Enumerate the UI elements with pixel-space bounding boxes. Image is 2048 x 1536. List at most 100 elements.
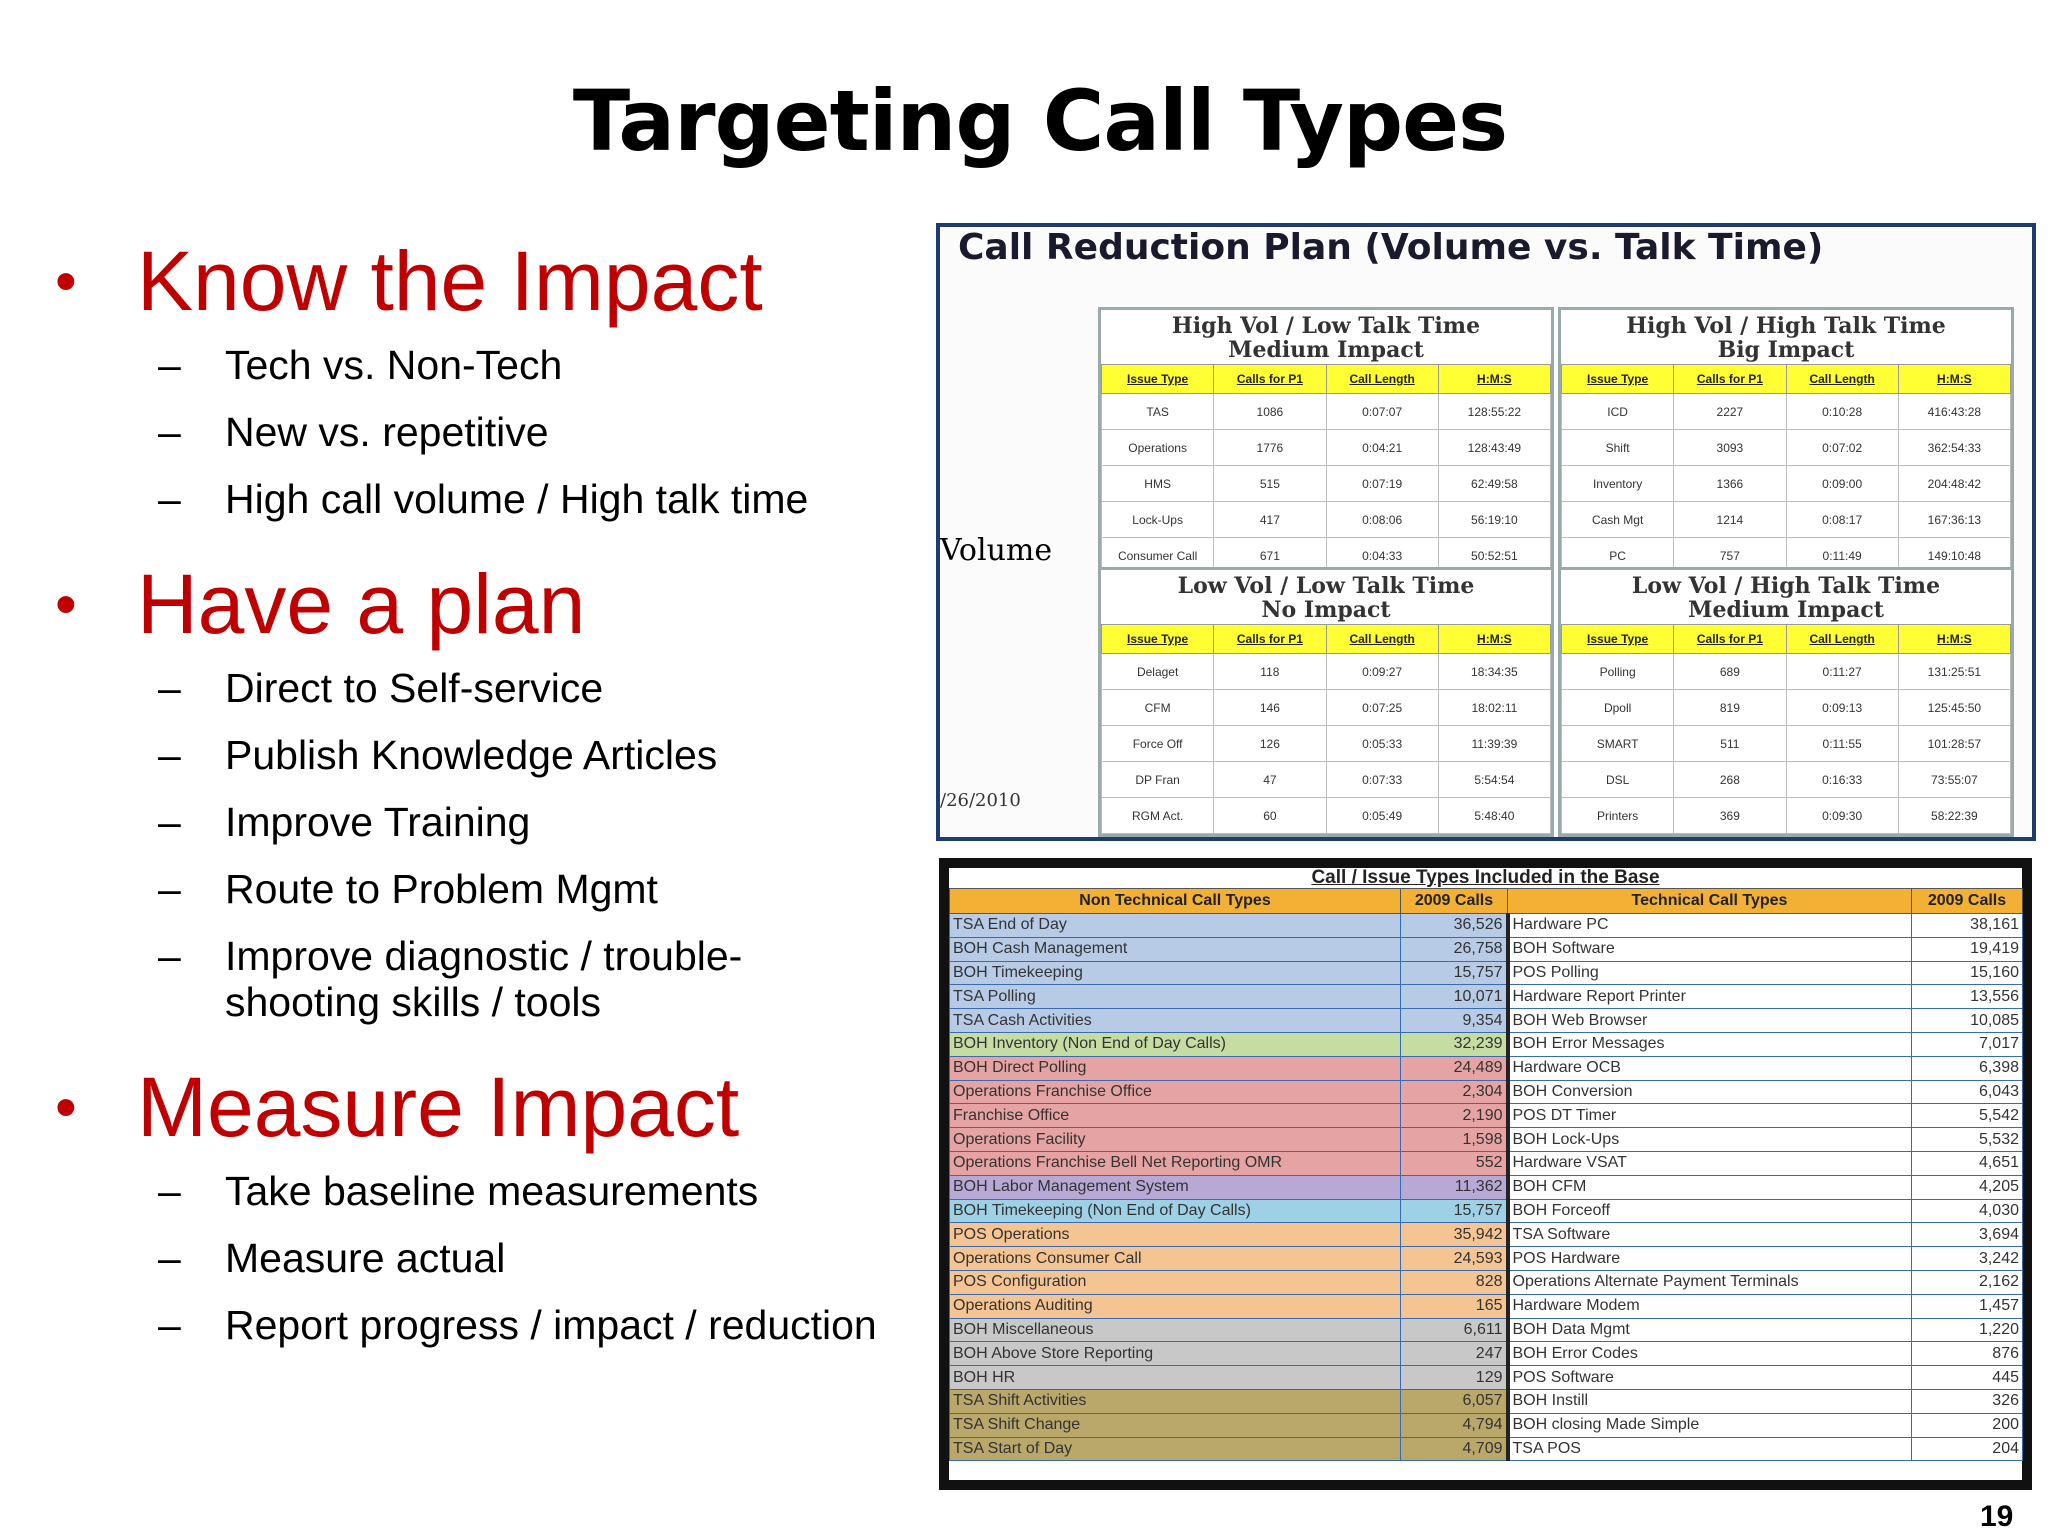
table-cell: 0:07:33 (1325, 761, 1439, 798)
table-row: TSA Shift Change 4,794 BOH closing Made Si… (949, 1412, 2023, 1438)
dash-icon: – (158, 342, 181, 388)
table-row: Printers 369 0:09:30 58:22:39 (1560, 797, 2012, 834)
volume-axis-label: Volume (940, 533, 1053, 568)
dash-icon: – (158, 1168, 181, 1214)
quadrant-subtitle: Big Impact (1717, 337, 1855, 363)
table-cell: TSA Start of Day (949, 1436, 1401, 1462)
table-cell: 6,057 (1400, 1388, 1508, 1414)
table-row: BOH HR 129 POS Software 445 (949, 1365, 2023, 1390)
table-header-row: Non Technical Call Types 2009 Calls Tech… (949, 888, 2023, 914)
table-cell: 118 (1213, 653, 1327, 690)
table-cell: 47 (1213, 761, 1327, 798)
table-row: ICD 2227 0:10:28 416:43:28 (1560, 393, 2012, 430)
table-cell: 247 (1400, 1341, 1508, 1367)
quadrant-subtitle: Medium Impact (1688, 597, 1884, 623)
quadrant-heading: Low Vol / Low Talk Time No Impact (1101, 570, 1551, 624)
table-cell: 0:04:21 (1325, 429, 1439, 466)
table-cell: BOH Timekeeping (Non End of Day Calls) (949, 1198, 1401, 1224)
table-cell: 10,085 (1911, 1008, 2023, 1033)
bullet-item: Publish Knowledge Articles (225, 732, 718, 778)
quadrant-table: Issue Type Calls for P1 Call Length H:M:S Po… (1560, 624, 2012, 834)
table-cell: 369 (1673, 797, 1787, 834)
issue-types-image: Call / Issue Types Included in the Base … (939, 858, 2032, 1490)
quadrant-title: Low Vol / Low Talk Time (1177, 573, 1475, 599)
table-row: TSA Start of Day 4,709 TSA POS 204 (949, 1436, 2023, 1462)
dash-icon: – (158, 1235, 181, 1281)
table-cell: 511 (1673, 725, 1787, 762)
table-cell: BOH HR (949, 1365, 1401, 1390)
table-cell: 15,160 (1911, 960, 2023, 986)
table-row: BOH Timekeeping 15,757 POS Polling 15,160 (949, 960, 2023, 986)
table-cell: Delaget (1100, 653, 1215, 690)
table-cell: 4,794 (1400, 1412, 1508, 1438)
table-cell: 165 (1400, 1293, 1508, 1319)
table-cell: Inventory (1560, 465, 1675, 502)
table-cell: Cash Mgt (1560, 501, 1675, 538)
table-cell: POS Configuration (949, 1269, 1401, 1295)
table-cell: 0:16:33 (1785, 761, 1899, 798)
table-cell: Operations Franchise Bell Net Reporting … (949, 1150, 1401, 1176)
table-cell: 5:48:40 (1437, 797, 1552, 834)
table-cell: 204 (1911, 1436, 2023, 1462)
table-cell: 4,709 (1400, 1436, 1508, 1462)
table-cell: 7,017 (1911, 1031, 2023, 1057)
table-cell: 828 (1400, 1269, 1508, 1295)
bullet-item: Improve diagnostic / trouble-shooting sk… (225, 933, 743, 1025)
table-cell: 0:10:28 (1785, 393, 1899, 430)
table-cell: 5:54:54 (1437, 761, 1552, 798)
quadrant-high-vol-high-talk: High Vol / High Talk Time Big Impact Issue… (1558, 307, 2014, 577)
table-cell: Hardware VSAT (1505, 1150, 1912, 1176)
table-cell: 3,694 (1911, 1222, 2023, 1248)
table-row: Cash Mgt 1214 0:08:17 167:36:13 (1560, 501, 2012, 538)
bullet-list: • Know the Impact – Tech vs. Non-Tech – New… (55, 220, 935, 1369)
table-cell: 56:19:10 (1437, 501, 1552, 538)
table-cell: 876 (1911, 1341, 2023, 1367)
table-cell: BOH Above Store Reporting (949, 1341, 1401, 1367)
table-cell: Polling (1560, 653, 1675, 690)
table-cell: SMART (1560, 725, 1675, 762)
table-cell: 128:43:49 (1437, 429, 1552, 466)
table-cell: 2,162 (1911, 1269, 2023, 1295)
table-row: CFM 146 0:07:25 18:02:11 (1100, 689, 1552, 726)
dash-icon: – (158, 1302, 181, 1348)
column-header: H:M:S (1897, 364, 2012, 394)
section-know-the-impact: • Know the Impact – Tech vs. Non-Tech – New… (55, 220, 935, 523)
table-cell: 4,651 (1911, 1150, 2023, 1176)
table-cell: BOH Forceoff (1505, 1198, 1912, 1224)
column-header: 2009 Calls (1911, 888, 2023, 914)
bullet-item: Take baseline measurements (225, 1168, 759, 1214)
table-cell: DSL (1560, 761, 1675, 798)
table-cell: Shift (1560, 429, 1675, 466)
table-cell: 0:11:27 (1785, 653, 1899, 690)
table-cell: 0:07:25 (1325, 689, 1439, 726)
table-cell: RGM Act. (1100, 797, 1215, 834)
table-cell: 38,161 (1911, 913, 2023, 938)
table-cell: TAS (1100, 393, 1215, 430)
table-row: DSL 268 0:16:33 73:55:07 (1560, 761, 2012, 798)
table-cell: 1,457 (1911, 1293, 2023, 1319)
table-cell: BOH Software (1505, 936, 1912, 962)
table-row: Dpoll 819 0:09:13 125:45:50 (1560, 689, 2012, 726)
column-header: Calls for P1 (1213, 624, 1327, 654)
table-cell: 35,942 (1400, 1222, 1508, 1248)
table-cell: TSA POS (1505, 1436, 1912, 1462)
table-cell: Printers (1560, 797, 1675, 834)
quadrant-table: Issue Type Calls for P1 Call Length H:M:S De… (1100, 624, 1552, 834)
table-cell: 126 (1213, 725, 1327, 762)
table-cell: 0:09:00 (1785, 465, 1899, 502)
dash-icon: – (158, 799, 181, 845)
table-cell: 4,030 (1911, 1198, 2023, 1224)
table-cell: TSA Software (1505, 1222, 1912, 1248)
table-row: POS Operations 35,942 TSA Software 3,694 (949, 1222, 2023, 1248)
date-label: /26/2010 (940, 790, 1021, 811)
bullet-item: Tech vs. Non-Tech (225, 342, 563, 388)
table-cell: 24,593 (1400, 1246, 1508, 1271)
table-cell: 0:08:06 (1325, 501, 1439, 538)
table-cell: BOH Data Mgmt (1505, 1317, 1912, 1343)
table-cell: 445 (1911, 1365, 2023, 1390)
table-row: Operations Franchise Office 2,304 BOH Conv… (949, 1079, 2023, 1105)
table-cell: 4,205 (1911, 1174, 2023, 1200)
table-cell: 417 (1213, 501, 1327, 538)
table-cell: BOH Miscellaneous (949, 1317, 1401, 1343)
